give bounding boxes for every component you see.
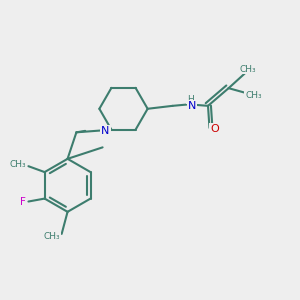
Text: N: N	[188, 101, 196, 111]
Text: H: H	[187, 94, 194, 103]
Text: CH₃: CH₃	[245, 91, 262, 100]
Text: N: N	[101, 126, 110, 136]
Text: F: F	[20, 196, 26, 206]
Text: CH₃: CH₃	[10, 160, 26, 169]
Text: O: O	[210, 124, 219, 134]
Text: CH₃: CH₃	[239, 64, 256, 74]
Text: CH₃: CH₃	[43, 232, 60, 242]
